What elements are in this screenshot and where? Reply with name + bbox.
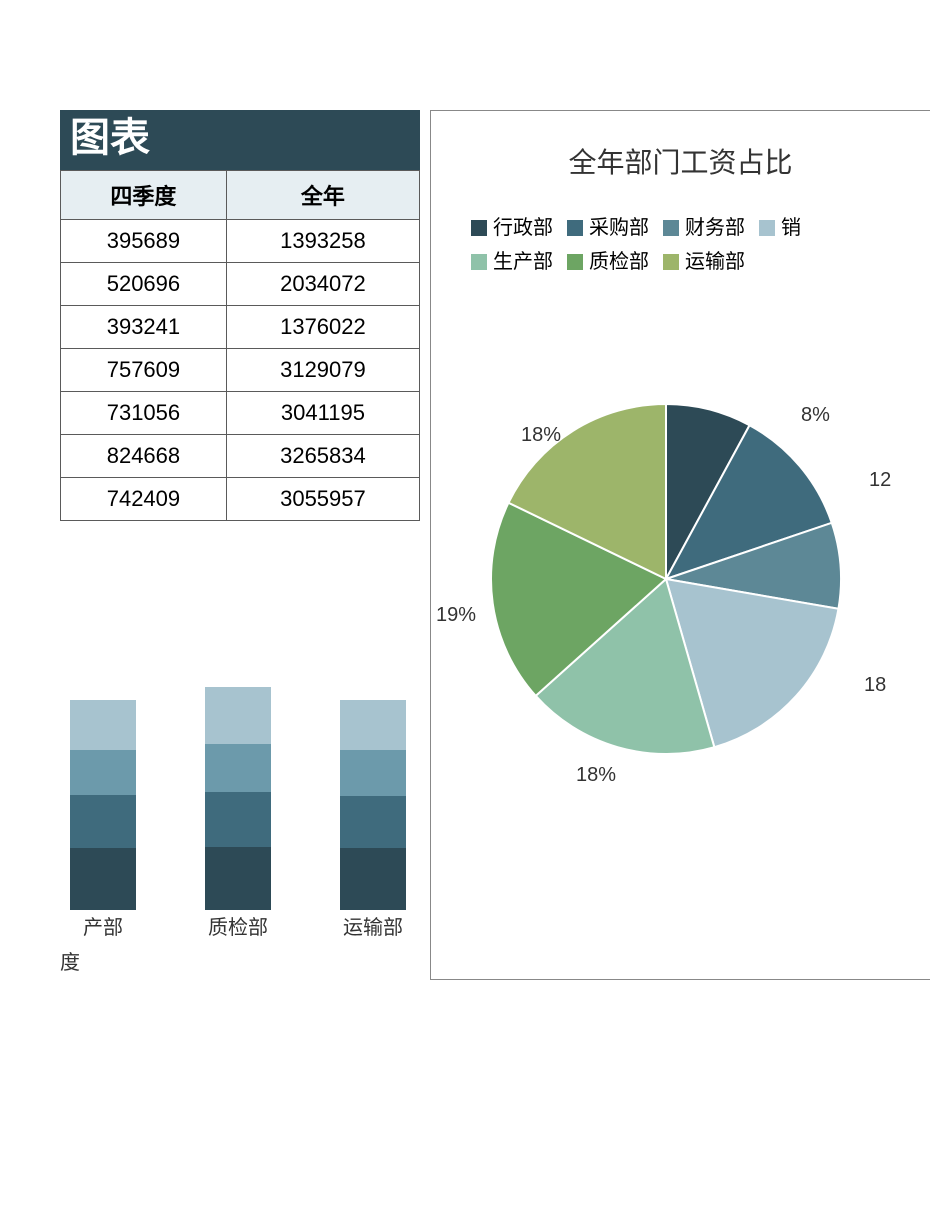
bar-segment [205,792,271,847]
table-cell: 2034072 [226,263,419,306]
bar-category-label: 产部 [53,911,153,940]
pie-slice-label: 12 [869,469,891,492]
pie-chart: 8% 12 18 18% 19% 18% [431,369,931,789]
legend-swatch [567,220,583,236]
section-title: 图表 [60,110,420,170]
legend-item: 质检部 [567,245,649,279]
col-header-q4: 四季度 [61,171,227,220]
pie-legend: 行政部 采购部 财务部 销生产部 质检部 运输部 [431,211,930,279]
pie-slice-label: 18% [576,764,616,787]
pie-chart-title: 全年部门工资占比 [431,111,930,211]
legend-item: 生产部 [471,245,553,279]
table-row: 7424093055957 [61,478,420,521]
table-cell: 393241 [61,306,227,349]
legend-label: 行政部 [493,211,553,245]
left-panel: 图表 四季度 全年 395689139325852069620340723932… [60,110,420,521]
legend-label: 采购部 [589,211,649,245]
bar-axis-label: 度 [60,946,80,975]
table-cell: 395689 [61,220,227,263]
bar-segment [70,848,136,910]
pie-slice-label: 8% [801,404,830,427]
table-row: 3932411376022 [61,306,420,349]
table-row: 7310563041195 [61,392,420,435]
pie-slice-label: 18 [864,674,886,697]
pie-slice-label: 18% [521,424,561,447]
legend-swatch [471,254,487,270]
bar-segment [70,700,136,750]
data-table: 四季度 全年 395689139325852069620340723932411… [60,170,420,521]
stacked-bar-chart: 产部质检部运输部度 [60,650,420,970]
table-cell: 731056 [61,392,227,435]
pie-svg [431,369,931,789]
pie-slice-label: 19% [436,604,476,627]
legend-label: 质检部 [589,245,649,279]
table-cell: 3265834 [226,435,419,478]
table-row: 8246683265834 [61,435,420,478]
col-header-year: 全年 [226,171,419,220]
legend-label: 财务部 [685,211,745,245]
table-cell: 1376022 [226,306,419,349]
table-cell: 3041195 [226,392,419,435]
legend-swatch [663,220,679,236]
legend-row: 行政部 采购部 财务部 销 [471,211,930,245]
legend-item: 销 [759,211,801,245]
legend-swatch [759,220,775,236]
table-cell: 757609 [61,349,227,392]
table-row: 5206962034072 [61,263,420,306]
pie-chart-panel: 全年部门工资占比 行政部 采购部 财务部 销生产部 质检部 运输部 8% 12 18 18% 19… [430,110,930,980]
legend-item: 运输部 [663,245,745,279]
bar-category-label: 质检部 [188,911,288,940]
legend-swatch [471,220,487,236]
bar-segment [205,687,271,744]
bar-segment [340,848,406,910]
bar-segment [70,750,136,795]
legend-item: 采购部 [567,211,649,245]
legend-swatch [663,254,679,270]
bar-segment [205,744,271,792]
legend-label: 销 [781,211,801,245]
legend-item: 财务部 [663,211,745,245]
bar-segment [340,700,406,750]
legend-label: 运输部 [685,245,745,279]
legend-label: 生产部 [493,245,553,279]
bar-segment [340,796,406,848]
legend-swatch [567,254,583,270]
table-row: 7576093129079 [61,349,420,392]
table-cell: 742409 [61,478,227,521]
legend-item: 行政部 [471,211,553,245]
legend-row: 生产部 质检部 运输部 [471,245,930,279]
bar-category-label: 运输部 [323,911,423,940]
table-cell: 824668 [61,435,227,478]
table-cell: 1393258 [226,220,419,263]
table-cell: 3055957 [226,478,419,521]
bar-segment [340,750,406,796]
table-cell: 520696 [61,263,227,306]
bar-segment [70,795,136,848]
table-row: 3956891393258 [61,220,420,263]
bar-segment [205,847,271,910]
table-cell: 3129079 [226,349,419,392]
